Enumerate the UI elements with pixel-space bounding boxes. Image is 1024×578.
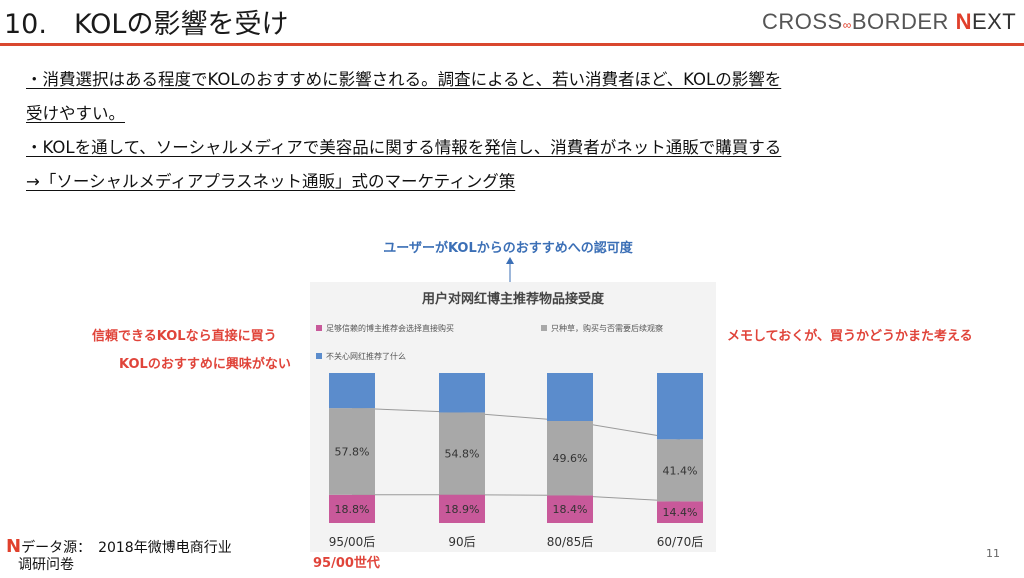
legend-label-1: 足够信赖的博主推荐会选择直接购买 xyxy=(326,323,454,333)
stacked-bar-chart: 用户对网红博主推荐物品接受度 足够信赖的博主推荐会选择直接购买 只种草，购买与否需… xyxy=(310,282,716,552)
bar-60-70-series-1 xyxy=(657,501,703,523)
trend-line-2 xyxy=(351,407,681,440)
logo-n: N xyxy=(955,9,972,34)
chart-data-labels: 18.8% 57.8% 18.9% 54.8% 18.4% 49.6% 14.4% 41.4% xyxy=(335,445,698,519)
brand-logo: CROSS∞BORDER NEXT xyxy=(762,9,1016,35)
legend-swatch-3 xyxy=(316,353,322,359)
arrow-up-icon xyxy=(506,257,514,285)
bar-95-00-series-3 xyxy=(329,373,375,409)
bullet-line-4: →「ソーシャルメディアプラスネット通販」式のマーケティング策 xyxy=(26,172,516,191)
bullet-list: ・消費選択はある程度でKOLのおすすめに影響される。調査によると、若い消費者ほど… xyxy=(26,66,1006,196)
trend-line-1 xyxy=(351,494,681,502)
annotation-left-not-interested: KOLのおすすめに興味がない xyxy=(119,357,291,372)
bar-60-70-series-2 xyxy=(657,439,703,502)
title-divider xyxy=(0,43,1024,46)
data-label-80-85-series-2: 49.6% xyxy=(553,452,588,465)
x-tick-60-70: 60/70后 xyxy=(657,535,704,549)
legend-label-3: 不关心网红推荐了什么 xyxy=(326,351,406,361)
data-source: Nデータ源： 2018年微博电商行业 调研问卷 xyxy=(6,538,232,574)
annotation-bottom-generation: 95/00世代 xyxy=(313,556,380,571)
logo-ext: EXT xyxy=(971,9,1017,34)
bar-90-series-3 xyxy=(439,373,485,413)
source-line-1: データ源： 2018年微博电商行业 xyxy=(21,540,232,556)
page-title: 10. KOLの影響を受け xyxy=(4,9,289,40)
data-label-95-00-series-1: 18.8% xyxy=(335,503,370,516)
legend-swatch-2 xyxy=(541,325,547,331)
logo-dot-icon: ∞ xyxy=(842,18,852,32)
annotation-left-direct-buy: 信頼できるKOLなら直接に買う xyxy=(92,329,277,344)
bar-80-85-series-1 xyxy=(547,495,593,523)
source-line-2: 调研问卷 xyxy=(18,557,74,573)
bullet-line-3: ・KOLを通して、ソーシャルメディアで美容品に関する情報を発信し、消費者がネット… xyxy=(26,138,782,157)
bar-95-00-series-1 xyxy=(329,494,375,523)
data-label-90-series-2: 54.8% xyxy=(445,448,480,461)
legend-label-2: 只种草，购买与否需要后续观察 xyxy=(551,323,663,333)
bullet-line-1: ・消費選択はある程度でKOLのおすすめに影響される。調査によると、若い消費者ほど… xyxy=(26,70,782,89)
legend-swatch-1 xyxy=(316,325,322,331)
data-label-80-85-series-1: 18.4% xyxy=(553,503,588,516)
data-label-90-series-1: 18.9% xyxy=(445,503,480,516)
chart-x-ticks: 95/00后 90后 80/85后 60/70后 xyxy=(329,535,704,549)
annotation-top: ユーザーがKOLからのおすすめへの認可度 xyxy=(383,241,633,256)
chart-trend-lines xyxy=(351,407,681,502)
x-tick-80-85: 80/85后 xyxy=(547,535,594,549)
logo-border: BORDER xyxy=(851,9,949,34)
data-label-60-70-series-2: 41.4% xyxy=(663,464,698,477)
data-label-60-70-series-1: 14.4% xyxy=(663,506,698,519)
chart-svg: 用户对网红博主推荐物品接受度 足够信赖的博主推荐会选择直接购买 只种草，购买与否需… xyxy=(316,291,704,549)
bar-95-00-series-2 xyxy=(329,408,375,495)
bar-80-85-series-3 xyxy=(547,373,593,421)
bar-90-series-2 xyxy=(439,412,485,495)
bar-80-85-series-2 xyxy=(547,421,593,496)
bar-60-70-series-3 xyxy=(657,373,703,440)
x-tick-95-00: 95/00后 xyxy=(329,535,376,549)
bar-90-series-1 xyxy=(439,494,485,523)
logo-cross: CROSS xyxy=(762,9,843,34)
source-logo-icon: N xyxy=(6,536,22,557)
page-number: 11 xyxy=(986,547,1000,560)
annotation-right-consider: メモしておくが、買うかどうかまた考える xyxy=(727,329,973,344)
x-tick-90: 90后 xyxy=(448,535,475,549)
bullet-line-2: 受けやすい。 xyxy=(26,104,125,123)
chart-title: 用户对网红博主推荐物品接受度 xyxy=(421,291,605,307)
chart-bars xyxy=(329,373,703,523)
data-label-95-00-series-2: 57.8% xyxy=(335,445,370,458)
